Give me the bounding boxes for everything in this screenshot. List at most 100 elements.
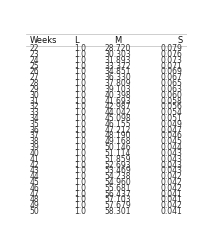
Text: 30.303: 30.303 <box>104 50 131 59</box>
Text: 36: 36 <box>29 126 39 135</box>
Text: 58.301: 58.301 <box>105 207 131 216</box>
Text: 1.0: 1.0 <box>74 73 86 82</box>
Text: 1.0: 1.0 <box>74 108 86 117</box>
Text: 49: 49 <box>29 201 39 210</box>
Text: 1.0: 1.0 <box>74 166 86 175</box>
Text: 1.0: 1.0 <box>74 189 86 199</box>
Text: 42.987: 42.987 <box>105 102 131 111</box>
Text: 56.437: 56.437 <box>104 189 131 199</box>
Text: 37.809: 37.809 <box>105 79 131 88</box>
Text: 1.0: 1.0 <box>74 91 86 100</box>
Text: 47: 47 <box>29 189 39 199</box>
Text: 57.679: 57.679 <box>104 201 131 210</box>
Text: 1.0: 1.0 <box>74 126 86 135</box>
Text: 0.049: 0.049 <box>161 120 182 129</box>
Text: 32: 32 <box>29 102 39 111</box>
Text: 22: 22 <box>29 44 39 53</box>
Text: 0.069: 0.069 <box>161 68 182 76</box>
Text: 53.469: 53.469 <box>104 166 131 175</box>
Text: 41.693: 41.693 <box>105 97 131 106</box>
Text: 0.042: 0.042 <box>161 184 182 193</box>
Text: 1.0: 1.0 <box>74 120 86 129</box>
Text: 1.0: 1.0 <box>74 149 86 158</box>
Text: 1.0: 1.0 <box>74 160 86 169</box>
Text: S: S <box>177 36 182 45</box>
Text: 33.372: 33.372 <box>105 62 131 71</box>
Text: 0.041: 0.041 <box>161 195 182 204</box>
Text: 28.720: 28.720 <box>105 44 131 53</box>
Text: 38: 38 <box>29 137 39 146</box>
Text: 1.0: 1.0 <box>74 56 86 65</box>
Text: 52.693: 52.693 <box>105 160 131 169</box>
Text: 0.051: 0.051 <box>161 114 182 123</box>
Text: 55.681: 55.681 <box>105 184 131 193</box>
Text: 1.0: 1.0 <box>74 184 86 193</box>
Text: 0.063: 0.063 <box>161 85 182 94</box>
Text: 0.067: 0.067 <box>161 73 182 82</box>
Text: 1.0: 1.0 <box>74 44 86 53</box>
Text: 57.103: 57.103 <box>105 195 131 204</box>
Text: 44.042: 44.042 <box>105 108 131 117</box>
Text: Weeks: Weeks <box>29 36 57 45</box>
Text: 1.0: 1.0 <box>74 201 86 210</box>
Text: 0.046: 0.046 <box>161 131 182 140</box>
Text: 0.056: 0.056 <box>161 102 182 111</box>
Text: 1.0: 1.0 <box>74 143 86 152</box>
Text: 0.043: 0.043 <box>161 155 182 164</box>
Text: 27: 27 <box>29 73 39 82</box>
Text: 0.043: 0.043 <box>161 166 182 175</box>
Text: 49.168: 49.168 <box>105 137 131 146</box>
Text: 48: 48 <box>29 195 39 204</box>
Text: 0.071: 0.071 <box>161 62 182 71</box>
Text: 1.0: 1.0 <box>74 85 86 94</box>
Text: 0.042: 0.042 <box>161 201 182 210</box>
Text: 0.060: 0.060 <box>161 91 182 100</box>
Text: 54.960: 54.960 <box>104 178 131 187</box>
Text: M: M <box>114 36 121 45</box>
Text: 50.146: 50.146 <box>105 143 131 152</box>
Text: 36.330: 36.330 <box>104 73 131 82</box>
Text: 0.045: 0.045 <box>161 137 182 146</box>
Text: 46.155: 46.155 <box>105 120 131 129</box>
Text: 34.851: 34.851 <box>105 68 131 76</box>
Text: 0.042: 0.042 <box>161 172 182 181</box>
Text: 0.041: 0.041 <box>161 189 182 199</box>
Text: 0.054: 0.054 <box>161 108 182 117</box>
Text: 33: 33 <box>29 108 39 117</box>
Text: 46: 46 <box>29 184 39 193</box>
Text: 40: 40 <box>29 149 39 158</box>
Text: 0.047: 0.047 <box>161 126 182 135</box>
Text: 51.114: 51.114 <box>105 149 131 158</box>
Text: 1.0: 1.0 <box>74 114 86 123</box>
Text: 29: 29 <box>29 85 39 94</box>
Text: 35: 35 <box>29 120 39 129</box>
Text: 43: 43 <box>29 166 39 175</box>
Text: 39: 39 <box>29 143 39 152</box>
Text: 45: 45 <box>29 178 39 187</box>
Text: 0.058: 0.058 <box>161 97 182 106</box>
Text: 31: 31 <box>29 97 39 106</box>
Text: 1.0: 1.0 <box>74 62 86 71</box>
Text: 25: 25 <box>29 62 39 71</box>
Text: 0.043: 0.043 <box>161 160 182 169</box>
Text: 31.893: 31.893 <box>105 56 131 65</box>
Text: 1.0: 1.0 <box>74 137 86 146</box>
Text: 1.0: 1.0 <box>74 102 86 111</box>
Text: 0.044: 0.044 <box>161 143 182 152</box>
Text: 0.076: 0.076 <box>161 50 182 59</box>
Text: 1.0: 1.0 <box>74 68 86 76</box>
Text: 41: 41 <box>29 155 39 164</box>
Text: 0.065: 0.065 <box>161 79 182 88</box>
Text: 48.190: 48.190 <box>105 131 131 140</box>
Text: 37: 37 <box>29 131 39 140</box>
Text: 1.0: 1.0 <box>74 50 86 59</box>
Text: 54.238: 54.238 <box>105 172 131 181</box>
Text: 44: 44 <box>29 172 39 181</box>
Text: 0.043: 0.043 <box>161 149 182 158</box>
Text: 28: 28 <box>29 79 39 88</box>
Text: 0.073: 0.073 <box>161 56 182 65</box>
Text: 34: 34 <box>29 114 39 123</box>
Text: 1.0: 1.0 <box>74 97 86 106</box>
Text: L: L <box>74 36 79 45</box>
Text: 30: 30 <box>29 91 39 100</box>
